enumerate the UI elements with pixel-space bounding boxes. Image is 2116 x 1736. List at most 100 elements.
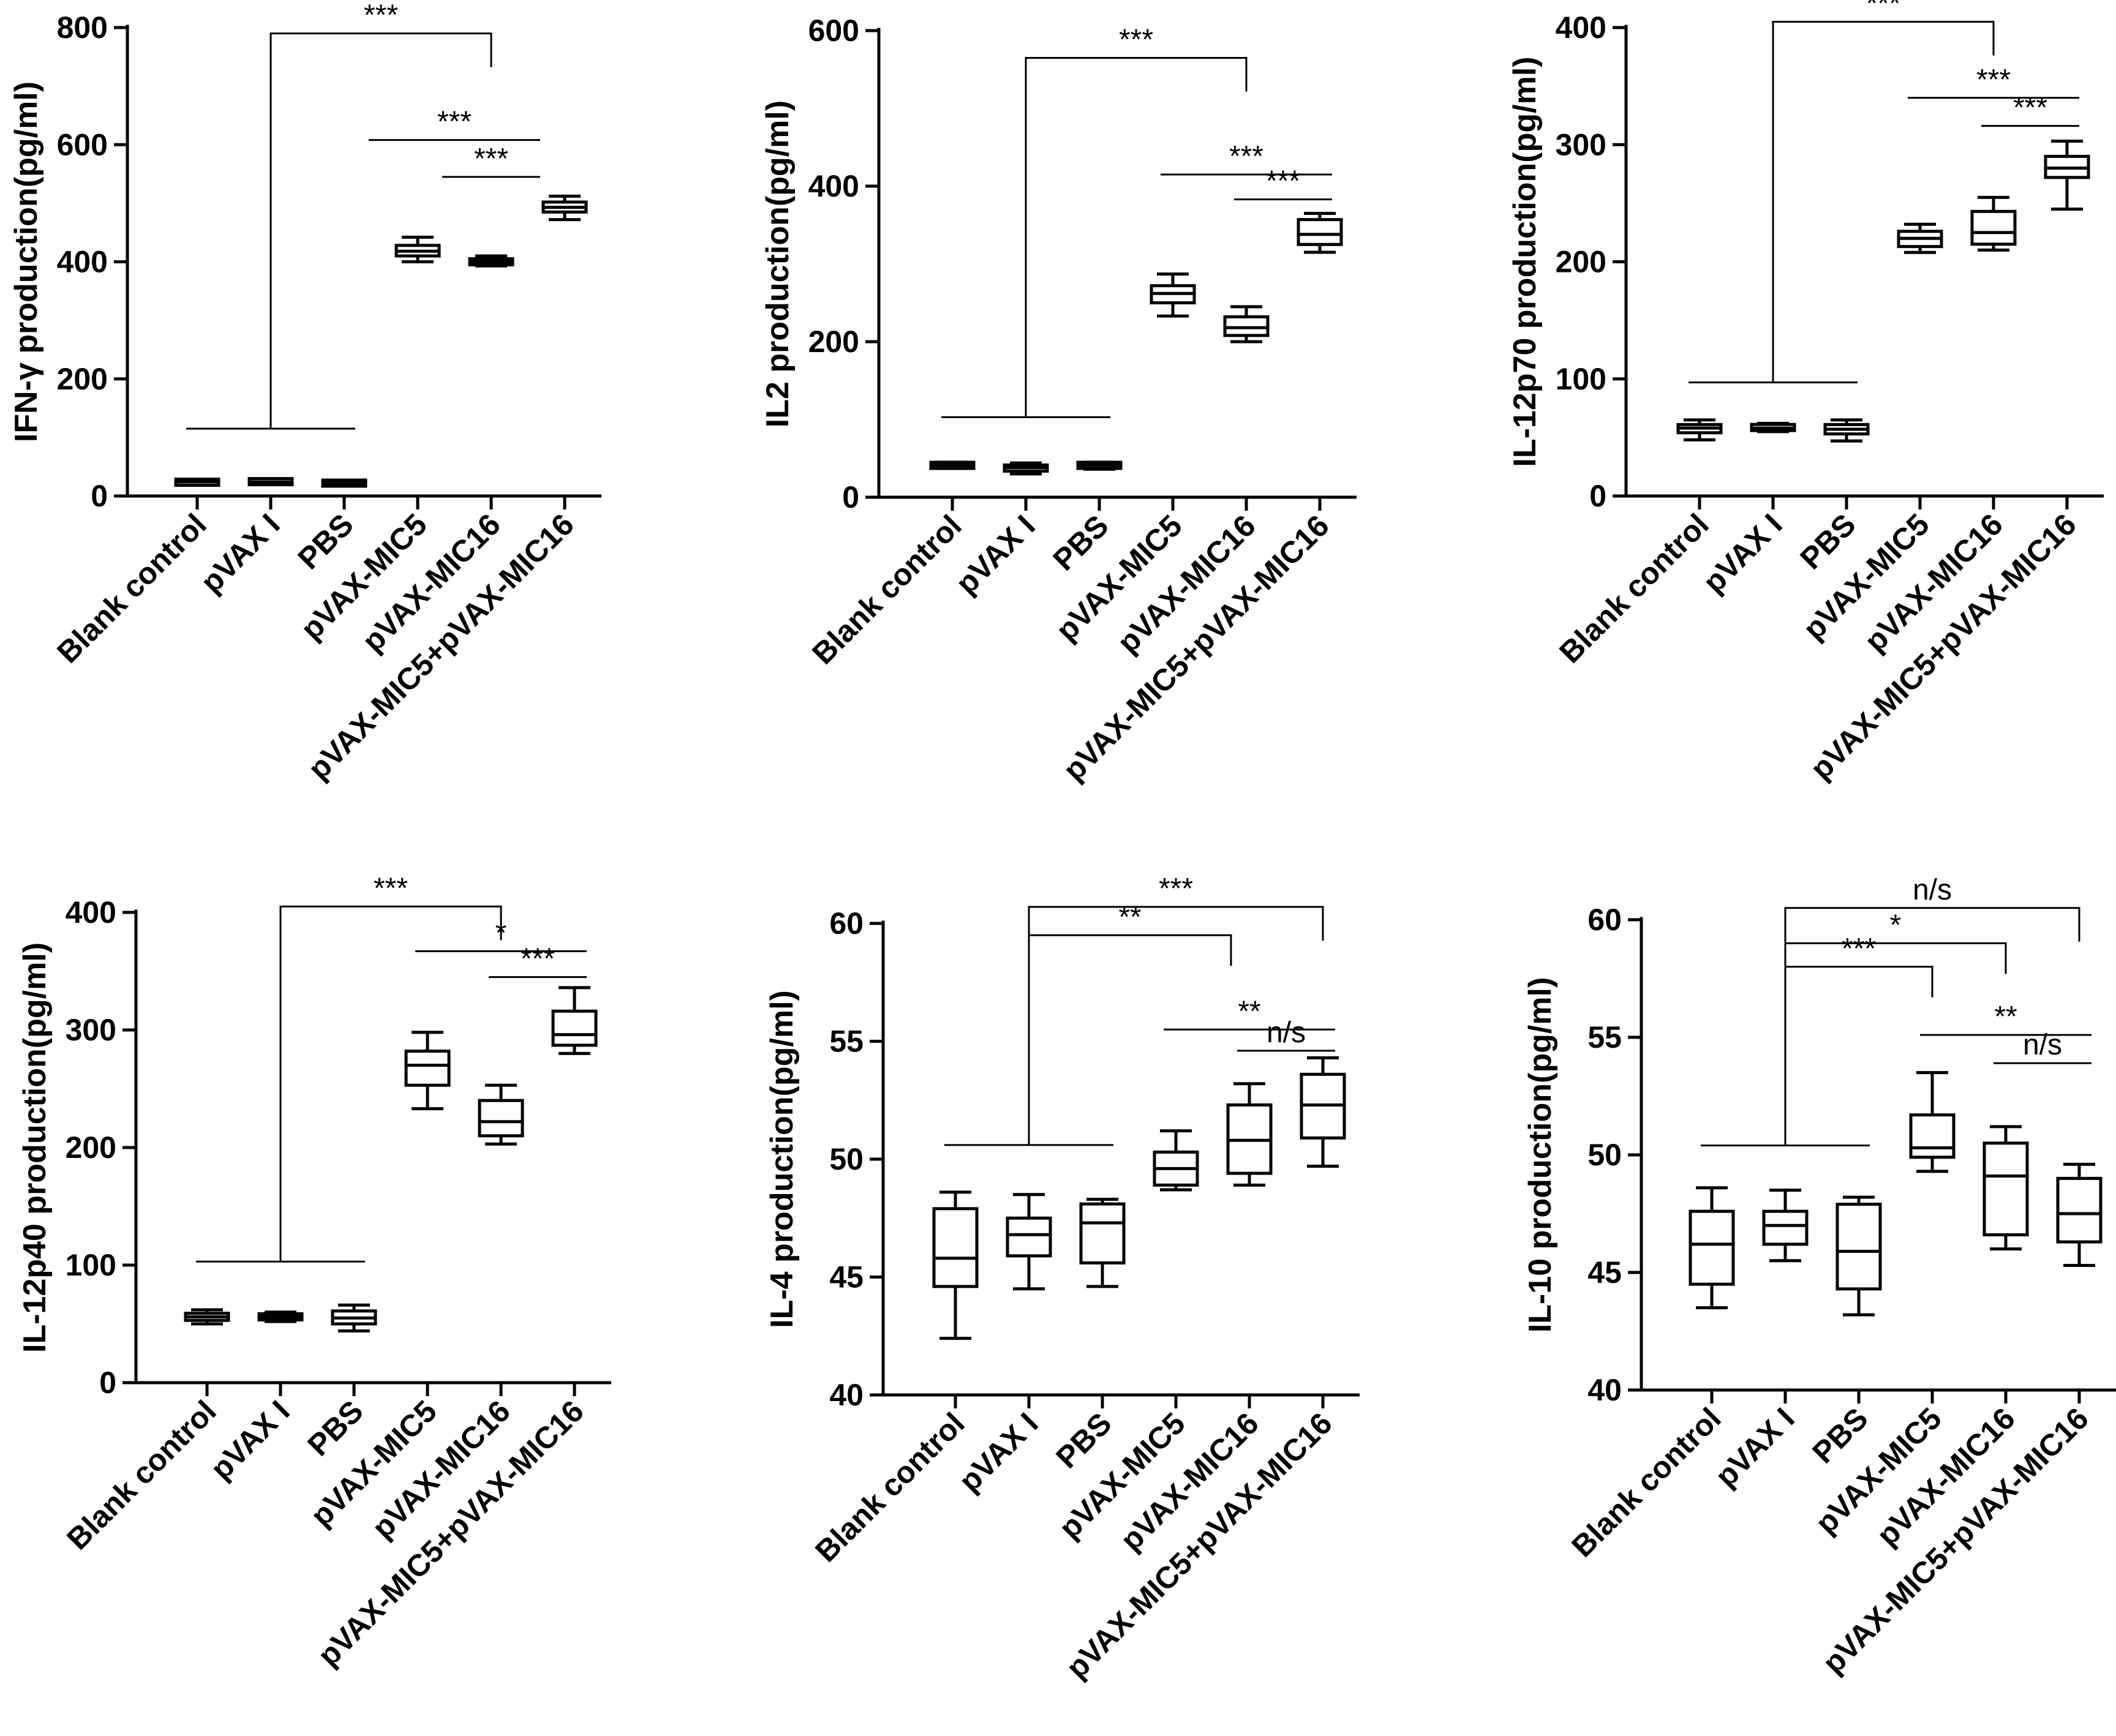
significance-5: n/s [1994, 1029, 2092, 1064]
box-5 [1226, 1082, 1273, 1187]
x-tick-label: Blank control [1565, 1401, 1728, 1564]
significance-label: *** [374, 872, 408, 904]
box-3 [1823, 418, 1870, 443]
box-2 [257, 1310, 304, 1323]
comparison-bracket [1785, 942, 2007, 974]
y-axis-label: IL2 production(pg/ml) [760, 100, 796, 427]
box-iqr [478, 1099, 524, 1138]
x-tick-label: Blank control [60, 1394, 223, 1557]
box-4 [404, 1031, 451, 1111]
box-6 [2044, 140, 2090, 211]
significance-label: ** [1994, 1001, 2017, 1033]
y-tick-label: 55 [829, 1024, 864, 1059]
box-2 [1750, 421, 1796, 434]
significance-2: * [415, 917, 587, 952]
comparison-bracket [1785, 966, 1933, 998]
box-3 [1079, 1197, 1126, 1288]
significance-label: n/s [1267, 1016, 1306, 1049]
comparison-bracket [269, 32, 492, 429]
box-iqr [551, 1009, 598, 1047]
significance-1: n/s [1701, 874, 2080, 1147]
x-tick-label: PBS [1049, 1406, 1118, 1475]
box-4 [1153, 1129, 1199, 1192]
box-5 [468, 254, 514, 268]
box-iqr [1689, 1209, 1735, 1286]
significance-label: *** [1119, 23, 1153, 56]
significance-1: *** [1689, 0, 1995, 383]
x-tick-label: pVAX I [952, 1406, 1045, 1498]
significance-2: *** [369, 106, 540, 141]
significance-label: *** [1866, 0, 1900, 20]
box-4 [1150, 272, 1196, 318]
x-tick-label: PBS [1805, 1401, 1874, 1470]
box-4 [1897, 222, 1943, 254]
significance-3: *** [442, 143, 540, 178]
y-tick-label: 600 [808, 13, 859, 48]
y-tick-label: 200 [66, 1130, 116, 1165]
significance-3: *** [1785, 933, 1933, 998]
box-6 [551, 986, 598, 1055]
significance-4: ** [1920, 1001, 2092, 1036]
box-3 [331, 1303, 377, 1333]
y-tick-label: 600 [57, 127, 108, 162]
significance-label: *** [1229, 140, 1263, 173]
box-1 [174, 478, 220, 487]
y-tick-label: 0 [99, 1366, 116, 1400]
y-tick-label: 60 [829, 906, 864, 941]
comparison-bracket [279, 905, 502, 1262]
significance-label: *** [474, 143, 508, 175]
significance-3: *** [1234, 165, 1332, 201]
x-tick-label: PBS [1046, 508, 1115, 577]
significance-1: *** [941, 23, 1248, 418]
comparison-bracket [1772, 20, 1995, 383]
significance-2: * [1785, 909, 2007, 974]
box-1 [1689, 1186, 1735, 1310]
y-tick-label: 40 [1587, 1373, 1622, 1407]
box-3 [321, 478, 367, 488]
box-iqr [932, 1207, 979, 1288]
significance-label: *** [521, 943, 555, 975]
comparison-bracket [1784, 907, 2080, 1146]
y-tick-label: 0 [842, 480, 859, 514]
y-tick-label: 55 [1587, 1020, 1622, 1054]
y-tick-label: 400 [57, 245, 108, 279]
box-5 [1970, 195, 2017, 252]
box-iqr [1909, 1113, 1956, 1159]
significance-label: *** [1976, 64, 2011, 96]
box-2 [1006, 1193, 1052, 1291]
box-3 [1076, 460, 1123, 471]
significance-1: *** [196, 872, 502, 1263]
y-tick-label: 200 [57, 362, 108, 396]
box-4 [394, 235, 441, 263]
significance-3: *** [489, 943, 587, 979]
significance-1: *** [186, 0, 492, 430]
box-1 [929, 460, 976, 470]
x-tick-label: pVAX I [1709, 1401, 1801, 1494]
x-tick-label: PBS [291, 507, 360, 576]
y-tick-label: 400 [808, 169, 859, 203]
y-tick-label: 300 [1556, 127, 1606, 162]
y-axis-label: IL-4 production(pg/ml) [764, 990, 800, 1328]
box-2 [1762, 1189, 1809, 1263]
significance-label: *** [437, 106, 472, 138]
significance-label: ** [1118, 901, 1141, 933]
significance-2: *** [1908, 64, 2079, 99]
significance-label: *** [1266, 165, 1300, 198]
y-tick-label: 40 [829, 1378, 864, 1412]
x-tick-label: Blank control [808, 1406, 971, 1569]
panel-3: 0 100 200 300 400 IL-12p70 production(pg/ml) B… [1507, 0, 2104, 786]
significance-2: *** [1161, 140, 1332, 176]
box-iqr [1223, 315, 1270, 337]
panel-6: 40 45 50 55 60 IL-10 production(pg/ml) Blank c… [1523, 874, 2116, 1680]
x-tick-label: PBS [1793, 507, 1862, 576]
significance-label: n/s [1913, 874, 1952, 906]
x-tick-label: pVAX I [194, 507, 287, 599]
x-tick-label: Blank control [1553, 507, 1715, 670]
x-tick-label: PBS [301, 1394, 369, 1462]
y-tick-label: 50 [829, 1142, 864, 1176]
significance-4: n/s [1237, 1016, 1335, 1052]
significance-label: ** [1238, 995, 1260, 1028]
y-tick-label: 0 [91, 479, 108, 513]
significance-label: *** [364, 0, 398, 32]
